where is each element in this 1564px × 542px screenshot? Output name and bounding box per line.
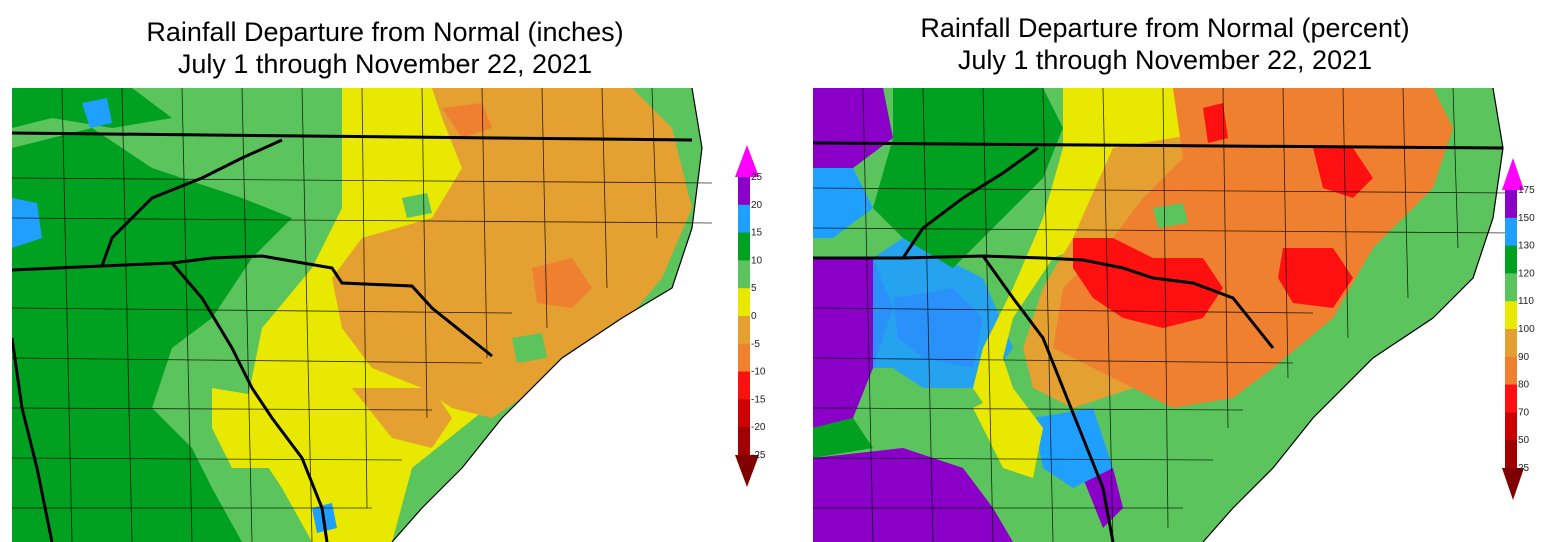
colorbar-tick-label: 15 bbox=[751, 228, 763, 239]
left-map-title: Rainfall Departure from Normal (inches) … bbox=[40, 16, 730, 80]
colorbar-band bbox=[738, 204, 750, 234]
colorbar-tick-label: 130 bbox=[1518, 241, 1535, 252]
colorbar-tick-label: 25 bbox=[1518, 463, 1530, 474]
colorbar-band bbox=[738, 177, 750, 206]
colorbar-tick-label: 90 bbox=[1518, 352, 1530, 363]
colorbar-band bbox=[738, 427, 750, 456]
colorbar-band bbox=[1505, 412, 1517, 441]
colorbar-tick-label: 120 bbox=[1518, 268, 1535, 279]
colorbar-tick-label: -10 bbox=[751, 367, 766, 378]
left-colorbar-top-arrow bbox=[735, 145, 759, 177]
colorbar-tick-label: 70 bbox=[1518, 407, 1530, 418]
right-colorbar-legend: 175 150 130 120 110 100 90 80 70 50 25 bbox=[1502, 158, 1535, 500]
left-title-line2: July 1 through November 22, 2021 bbox=[177, 49, 593, 79]
colorbar-band bbox=[738, 399, 750, 428]
colorbar-band bbox=[738, 288, 750, 317]
colorbar-tick-label: 150 bbox=[1518, 213, 1535, 224]
colorbar-band bbox=[1505, 356, 1517, 386]
right-title-line2: July 1 through November 22, 2021 bbox=[957, 45, 1373, 75]
right-title-line1: Rainfall Departure from Normal (percent) bbox=[920, 13, 1410, 43]
colorbar-tick-label: -15 bbox=[751, 394, 766, 405]
left-title-line1: Rainfall Departure from Normal (inches) bbox=[146, 17, 624, 47]
colorbar-band bbox=[1505, 273, 1517, 302]
colorbar-band bbox=[1505, 190, 1517, 219]
right-map-panel: Rainfall Departure from Normal (percent)… bbox=[800, 0, 1564, 542]
colorbar-tick-label: -20 bbox=[751, 422, 766, 433]
left-map-panel: Rainfall Departure from Normal (inches) … bbox=[12, 16, 766, 542]
colorbar-tick-label: 175 bbox=[1518, 185, 1535, 196]
colorbar-band bbox=[738, 371, 750, 400]
colorbar-band bbox=[1505, 384, 1517, 413]
colorbar-tick-label: 50 bbox=[1518, 435, 1530, 446]
colorbar-band bbox=[1505, 245, 1517, 274]
left-colorbar-bottom-arrow bbox=[735, 455, 759, 487]
colorbar-tick-label: -5 bbox=[751, 339, 760, 350]
right-colorbar-top-arrow bbox=[1502, 158, 1524, 190]
colorbar-band bbox=[1505, 301, 1517, 330]
colorbar-band bbox=[738, 316, 750, 345]
colorbar-tick-label: 0 bbox=[751, 311, 757, 322]
colorbar-tick-label: -25 bbox=[751, 450, 766, 461]
left-rainfall-map bbox=[12, 88, 712, 542]
colorbar-tick-label: 5 bbox=[751, 283, 757, 294]
colorbar-tick-label: 10 bbox=[751, 255, 763, 266]
right-map-title: Rainfall Departure from Normal (percent)… bbox=[820, 12, 1510, 76]
colorbar-tick-label: 25 bbox=[751, 172, 763, 183]
colorbar-tick-label: 80 bbox=[1518, 380, 1530, 391]
left-colorbar-legend: 25 20 15 10 5 0 -5 -10 -15 -20 -25 bbox=[735, 145, 766, 487]
colorbar-tick-label: 100 bbox=[1518, 324, 1535, 335]
colorbar-band bbox=[1505, 329, 1517, 358]
colorbar-band bbox=[1505, 217, 1517, 247]
colorbar-band bbox=[738, 343, 750, 373]
right-colorbar-bottom-arrow bbox=[1502, 468, 1524, 500]
colorbar-band bbox=[738, 260, 750, 289]
colorbar-tick-label: 110 bbox=[1518, 296, 1534, 307]
colorbar-tick-label: 20 bbox=[751, 200, 763, 211]
colorbar-band bbox=[1505, 440, 1517, 469]
colorbar-band bbox=[738, 232, 750, 261]
right-rainfall-map bbox=[813, 88, 1513, 542]
